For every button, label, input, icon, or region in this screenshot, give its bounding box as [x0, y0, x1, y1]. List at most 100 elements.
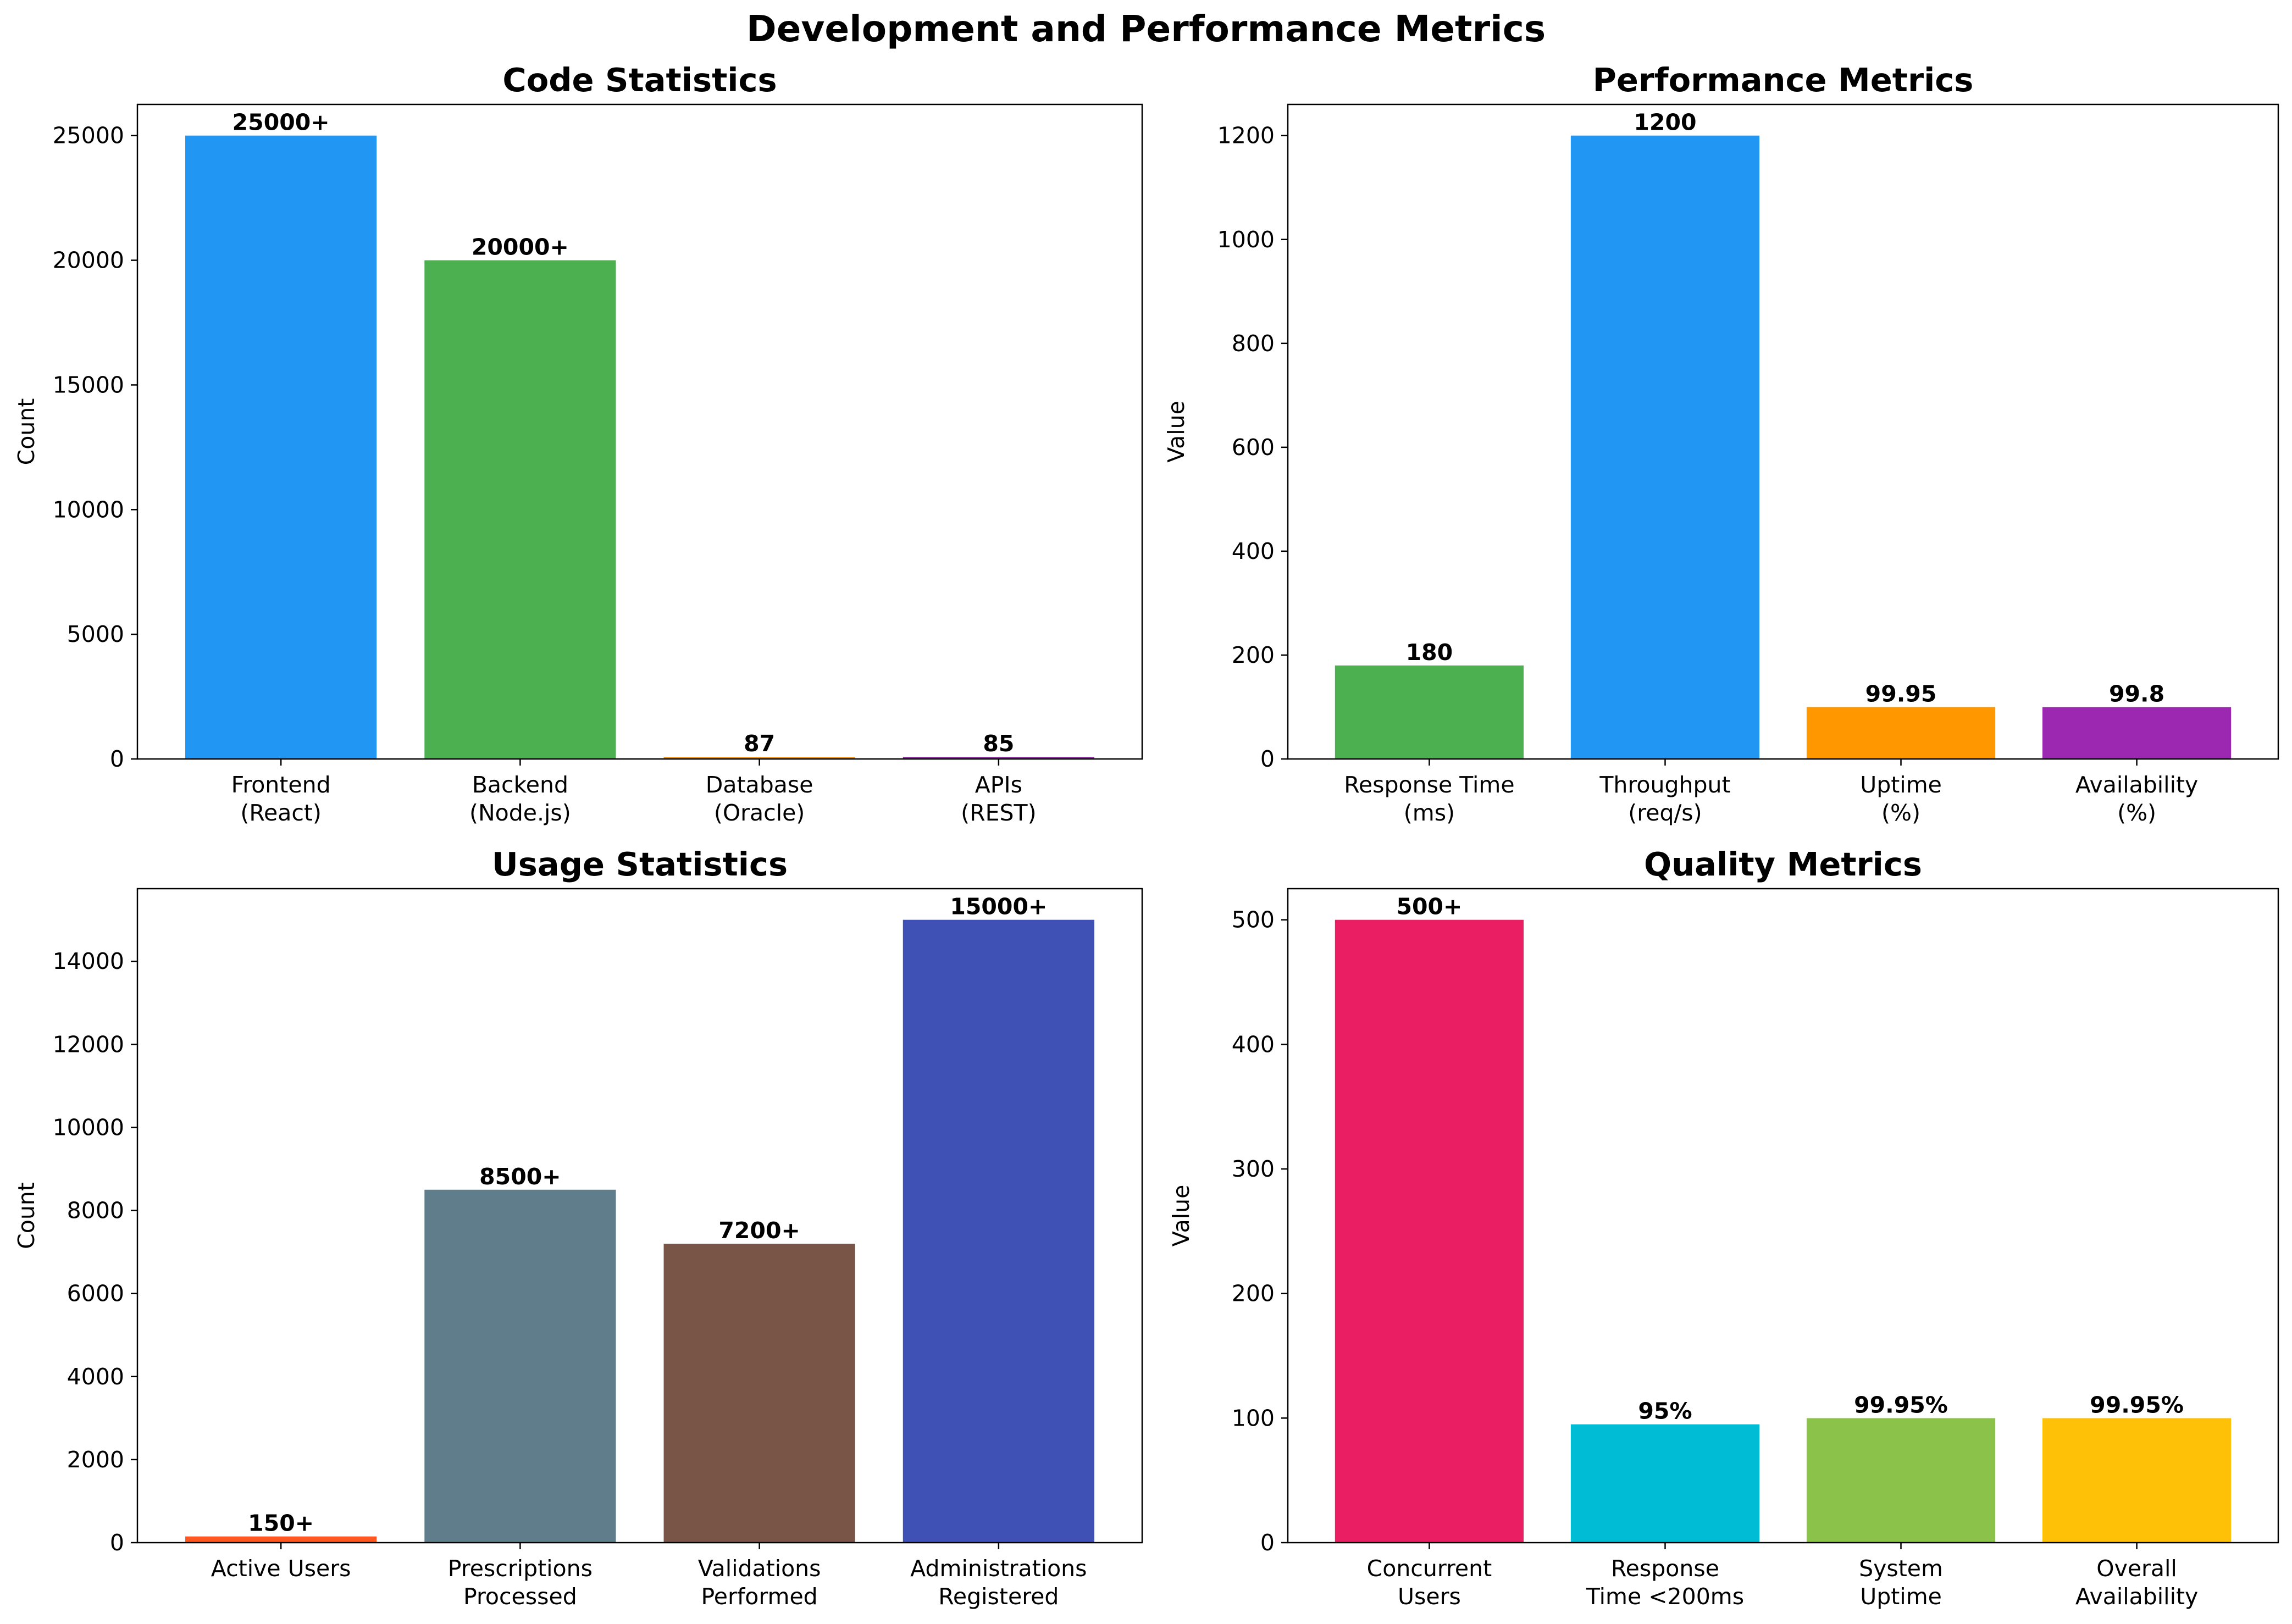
- chart-title: Performance Metrics: [1593, 61, 1974, 99]
- x-tick-label: Overall: [2096, 1555, 2177, 1582]
- x-tick-label: (req/s): [1628, 800, 1702, 826]
- bar: [1335, 919, 1524, 1543]
- y-tick-label: 20000: [53, 247, 124, 274]
- x-tick-label: Active Users: [211, 1555, 351, 1582]
- data-label: 8500+: [479, 1163, 561, 1190]
- data-label: 180: [1406, 639, 1453, 666]
- y-axis-label: Count: [13, 398, 40, 465]
- y-tick-label: 12000: [53, 1031, 124, 1057]
- y-tick-label: 400: [1232, 538, 1275, 564]
- chart-title: Code Statistics: [502, 61, 777, 99]
- y-tick-label: 200: [1232, 642, 1275, 668]
- y-tick-label: 400: [1232, 1031, 1275, 1057]
- y-tick-label: 100: [1232, 1405, 1275, 1431]
- bar: [1570, 1424, 1760, 1543]
- x-tick-label: Uptime: [1860, 772, 1942, 798]
- y-tick-label: 1200: [1217, 123, 1275, 149]
- plot-frame: [136, 888, 1143, 1544]
- x-tick-label: Response: [1611, 1555, 1719, 1582]
- x-tick-label: Response Time: [1344, 772, 1514, 798]
- y-tick-label: 200: [1232, 1281, 1275, 1307]
- x-tick-label: (Node.js): [469, 800, 571, 826]
- data-label: 500+: [1396, 894, 1462, 920]
- data-label: 99.95%: [1854, 1392, 1948, 1418]
- x-tick-label: Concurrent: [1367, 1555, 1492, 1582]
- y-tick-label: 25000: [53, 123, 124, 149]
- x-tick-label: Time <200ms: [1586, 1583, 1744, 1610]
- x-tick-label: (REST): [961, 800, 1036, 826]
- x-tick-label: System: [1859, 1555, 1943, 1582]
- x-tick-label: Uptime: [1860, 1583, 1942, 1610]
- x-tick-label: Frontend: [231, 772, 331, 798]
- x-tick-label: (%): [1881, 800, 1920, 826]
- data-label: 99.95%: [2090, 1392, 2184, 1418]
- y-tick-label: 2000: [67, 1446, 124, 1473]
- bar: [424, 260, 616, 760]
- x-tick-label: Throughput: [1599, 772, 1730, 798]
- data-label: 95%: [1638, 1398, 1692, 1425]
- x-tick-label: Administrations: [910, 1555, 1087, 1582]
- x-tick-label: APIs: [975, 772, 1022, 798]
- y-tick-label: 300: [1232, 1156, 1275, 1182]
- y-tick-label: 800: [1232, 330, 1275, 357]
- bar: [903, 757, 1094, 759]
- data-label: 150+: [248, 1510, 314, 1537]
- plot-frame: [1287, 103, 2279, 760]
- chart-panel-4: Quality Metrics Value 0 100 200 300 400 500 500+…: [1168, 845, 2279, 1610]
- y-tick-label: 5000: [67, 621, 124, 647]
- x-tick-label: (ms): [1404, 800, 1455, 826]
- data-label: 1200: [1634, 109, 1696, 136]
- x-tick-label: Registered: [938, 1583, 1059, 1610]
- chart-panel-1: Code Statistics Count 0 5000 10000 15000 20000…: [13, 61, 1143, 826]
- bar: [424, 1189, 616, 1543]
- chart-title: Quality Metrics: [1644, 845, 1922, 883]
- x-tick-label: (Oracle): [714, 800, 805, 826]
- data-label: 99.95: [1865, 681, 1937, 707]
- bar: [663, 1244, 855, 1543]
- bar: [185, 1536, 377, 1543]
- data-label: 7200+: [718, 1217, 800, 1244]
- y-tick-label: 10000: [53, 496, 124, 523]
- y-tick-label: 15000: [53, 372, 124, 398]
- x-tick-label: (React): [240, 800, 322, 826]
- y-tick-label: 10000: [53, 1114, 124, 1140]
- y-tick-label: 500: [1232, 907, 1275, 933]
- y-tick-label: 8000: [67, 1198, 124, 1224]
- page-title: Development and Performance Metrics: [746, 8, 1546, 50]
- y-tick-label: 0: [1260, 746, 1275, 772]
- y-tick-label: 0: [110, 746, 124, 772]
- y-tick-label: 1000: [1217, 226, 1275, 253]
- chart-panel-2: Performance Metrics Value 0 200 400 600 800 100…: [1163, 61, 2279, 826]
- x-tick-label: Validations: [698, 1555, 821, 1582]
- bar: [1335, 665, 1524, 759]
- x-tick-label: Availability: [2075, 1583, 2198, 1610]
- bar: [1806, 707, 1996, 759]
- data-label: 25000+: [232, 109, 330, 136]
- y-tick-label: 14000: [53, 948, 124, 974]
- bar: [1806, 1418, 1996, 1543]
- plot-frame: [136, 103, 1143, 760]
- x-tick-label: Prescriptions: [448, 1555, 593, 1582]
- x-tick-label: Users: [1398, 1583, 1461, 1610]
- bar: [903, 919, 1094, 1543]
- chart-title: Usage Statistics: [492, 845, 788, 883]
- data-label: 20000+: [472, 234, 569, 260]
- bar: [185, 135, 377, 760]
- bar: [1570, 135, 1760, 760]
- y-tick-label: 6000: [67, 1281, 124, 1307]
- y-axis-label: Count: [13, 1182, 40, 1249]
- x-tick-label: Performed: [701, 1583, 818, 1610]
- bar: [663, 757, 855, 759]
- data-label: 99.8: [2109, 681, 2164, 707]
- y-tick-label: 0: [110, 1529, 124, 1556]
- y-tick-label: 0: [1260, 1529, 1275, 1556]
- x-tick-label: Availability: [2075, 772, 2198, 798]
- y-tick-label: 600: [1232, 434, 1275, 461]
- data-label: 87: [744, 730, 775, 757]
- y-tick-label: 4000: [67, 1364, 124, 1390]
- x-tick-label: Database: [706, 772, 813, 798]
- plot-frame: [1287, 888, 2279, 1544]
- bar: [2042, 707, 2232, 759]
- chart-panel-3: Usage Statistics Count 0 2000 4000 6000 8000 10…: [13, 845, 1143, 1610]
